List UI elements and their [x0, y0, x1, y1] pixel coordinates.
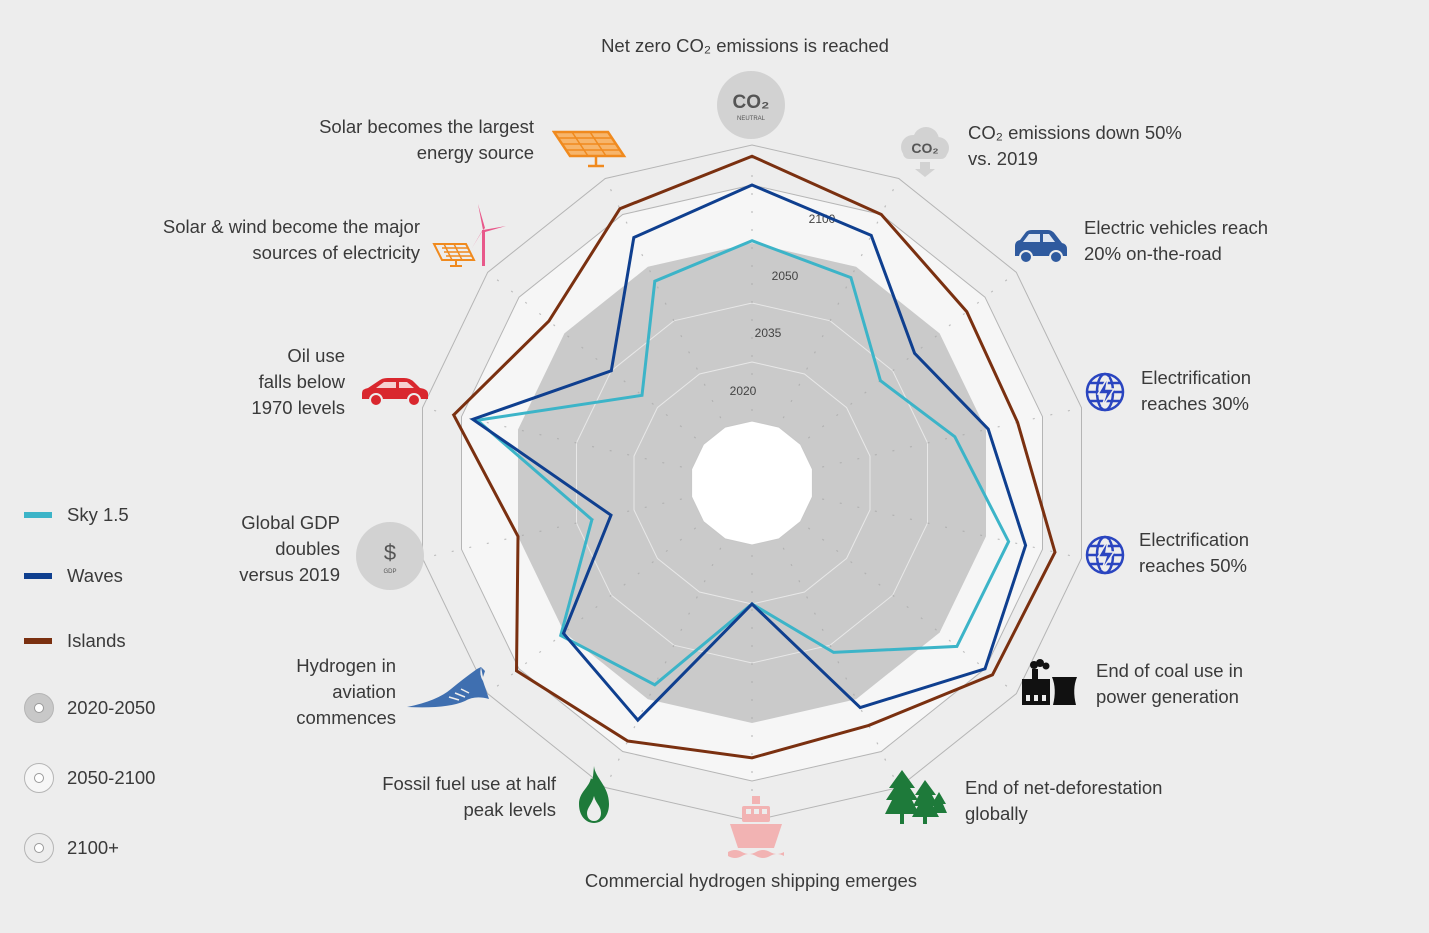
manta-ray-aviation-icon [407, 667, 489, 709]
ring-label-2020: 2020 [730, 384, 757, 398]
series-line-islands [451, 154, 1057, 760]
solar-wind-icon [430, 204, 510, 268]
oil-car-icon [360, 377, 430, 407]
axis-label-hydrogen-aviation: Hydrogen in aviation commences [296, 655, 396, 728]
electric-car-icon [1012, 230, 1070, 266]
axis-label-electrification-30: Electrification reaches 30% [1141, 367, 1252, 414]
axis-spoke [782, 547, 897, 783]
axis-spoke [822, 498, 1076, 558]
axis-label-ev-20: Electric vehicles reach 20% on-the-road [1084, 217, 1269, 264]
legend-ring-swatch-inner [24, 693, 54, 723]
axis-label-solar-largest: Solar becomes the largest energy source [319, 116, 534, 163]
hydrogen-ship-icon [728, 796, 784, 860]
co2-neutral-icon: CO₂ NEUTRAL [717, 71, 785, 139]
svg-text:CO₂: CO₂ [733, 92, 770, 113]
axis-label-fossil-half: Fossil fuel use at half peak levels [382, 773, 556, 820]
axis-spoke [822, 408, 1076, 468]
legend-swatch-islands [24, 638, 52, 644]
axis-spoke [782, 183, 897, 419]
legend-item-sky: Sky 1.5 [24, 504, 129, 526]
axis-label-hydrogen-shipping: Commercial hydrogen shipping emerges [584, 870, 918, 891]
svg-text:CO₂: CO₂ [911, 140, 938, 156]
ring-label-2100: 2100 [809, 212, 836, 226]
gas-flame-icon [577, 766, 611, 824]
axis-label-deforestation: End of net-deforestation globally [965, 777, 1163, 824]
legend-label-ring-2100plus: 2100+ [67, 837, 119, 858]
co2-cloud-icon: CO₂ [897, 125, 951, 177]
legend-item-ring-2100plus: 2100+ [24, 833, 119, 863]
axis-spoke [607, 547, 722, 783]
axis-spoke [607, 183, 722, 419]
electricity-globe-icon [1084, 534, 1126, 576]
axis-spoke [807, 527, 1012, 691]
legend-ring-swatch-outer [24, 833, 54, 863]
axis-spoke [807, 275, 1012, 439]
axis-spoke [492, 275, 697, 439]
legend-swatch-sky [24, 512, 52, 518]
svg-text:$: $ [384, 540, 396, 565]
axis-spoke [492, 527, 697, 691]
legend-label-islands: Islands [67, 630, 126, 651]
legend-item-ring-2020-2050: 2020-2050 [24, 693, 155, 723]
svg-text:GDP: GDP [383, 569, 396, 575]
axis-label-co2-half: CO₂ emissions down 50% vs. 2019 [968, 122, 1182, 169]
series-line-waves [469, 183, 1028, 723]
axis-label-electrification-50: Electrification reaches 50% [1139, 529, 1250, 576]
legend-item-waves: Waves [24, 565, 123, 587]
axis-spoke [428, 498, 682, 558]
forest-icon [885, 770, 947, 825]
legend-label-waves: Waves [67, 565, 123, 586]
coal-power-plant-icon [1020, 659, 1078, 705]
legend-ring-swatch-middle [24, 763, 54, 793]
legend-swatch-waves [24, 573, 52, 579]
legend-item-islands: Islands [24, 630, 126, 652]
axis-label-oil-use: Oil use falls below 1970 levels [251, 345, 345, 418]
legend-label-ring-2020-2050: 2020-2050 [67, 697, 156, 718]
legend-label-sky: Sky 1.5 [67, 504, 129, 525]
electricity-globe-icon [1084, 371, 1126, 413]
axis-label-end-coal: End of coal use in power generation [1096, 660, 1244, 707]
ring-label-2050: 2050 [772, 269, 799, 283]
legend-label-ring-2050-2100: 2050-2100 [67, 767, 156, 788]
gdp-dollar-icon: $ GDP [356, 522, 424, 590]
axis-label-net-zero: Net zero CO₂ emissions is reached [601, 35, 889, 56]
legend-item-ring-2050-2100: 2050-2100 [24, 763, 155, 793]
solar-panel-icon [551, 128, 628, 170]
axis-label-solar-wind: Solar & wind become the major sources of… [162, 216, 420, 263]
axis-label-gdp: Global GDP doubles versus 2019 [239, 512, 340, 585]
chart-center-hole [691, 420, 813, 546]
svg-text:NEUTRAL: NEUTRAL [737, 116, 766, 122]
ring-label-2035: 2035 [755, 326, 782, 340]
